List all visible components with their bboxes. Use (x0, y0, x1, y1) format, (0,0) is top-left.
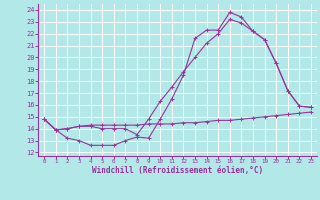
X-axis label: Windchill (Refroidissement éolien,°C): Windchill (Refroidissement éolien,°C) (92, 166, 263, 175)
